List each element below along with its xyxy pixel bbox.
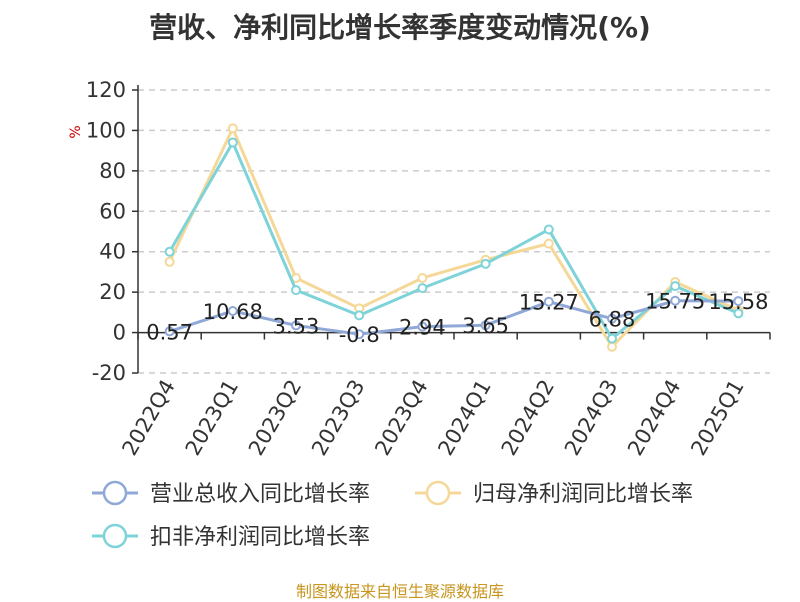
data-point bbox=[607, 341, 617, 352]
x-tick-label: 2024Q4 bbox=[623, 376, 685, 460]
data-point bbox=[291, 320, 301, 331]
data-label: 6.88 bbox=[589, 308, 636, 332]
y-tick-label: 80 bbox=[99, 159, 126, 183]
series-line bbox=[169, 299, 739, 336]
legend-swatch-marker bbox=[102, 480, 128, 506]
data-point bbox=[291, 285, 301, 296]
data-label: 3.53 bbox=[273, 314, 320, 338]
x-tick-label: 2024Q1 bbox=[433, 375, 495, 459]
data-point bbox=[227, 305, 238, 316]
data-point bbox=[164, 326, 175, 337]
y-tick-label: 0 bbox=[113, 321, 126, 345]
data-point bbox=[417, 321, 428, 332]
data-point bbox=[354, 310, 365, 321]
y-tick-label: 40 bbox=[99, 240, 126, 264]
x-tick-label: 2022Q4 bbox=[117, 376, 179, 460]
data-point bbox=[164, 256, 175, 267]
data-point bbox=[543, 238, 554, 249]
chart-title: 营收、净利同比增长率季度变动情况(%) bbox=[149, 11, 651, 44]
data-point bbox=[733, 308, 744, 319]
legend-swatch-marker bbox=[102, 523, 128, 549]
source-note: 制图数据来自恒生聚源数据库 bbox=[295, 582, 504, 601]
legend-swatch-marker bbox=[425, 480, 451, 506]
data-point bbox=[480, 258, 491, 269]
x-tick-label: 2024Q3 bbox=[560, 376, 622, 460]
y-tick-label: 120 bbox=[86, 78, 126, 102]
data-label: -0.8 bbox=[339, 323, 380, 347]
data-point bbox=[227, 123, 238, 134]
legend-label: 营业总收入同比增长率 bbox=[150, 482, 370, 507]
series-line bbox=[168, 126, 740, 349]
data-point bbox=[670, 295, 681, 306]
data-point bbox=[480, 320, 491, 331]
data-label: 15.75 bbox=[645, 290, 705, 314]
data-point bbox=[227, 137, 238, 148]
y-tick-label: -20 bbox=[92, 361, 126, 385]
data-point bbox=[543, 224, 554, 235]
x-tick-label: 2023Q3 bbox=[307, 376, 369, 460]
data-point bbox=[417, 272, 428, 283]
data-point bbox=[607, 333, 617, 344]
data-point bbox=[543, 296, 554, 307]
data-point bbox=[733, 296, 744, 307]
legend-label: 扣非净利润同比增长率 bbox=[150, 525, 370, 550]
data-point bbox=[354, 329, 365, 340]
y-axis-unit: % bbox=[68, 125, 84, 138]
series-line bbox=[168, 141, 739, 341]
data-label: 15.27 bbox=[519, 291, 579, 315]
y-tick-label: 20 bbox=[99, 280, 126, 304]
data-label: 3.65 bbox=[462, 314, 509, 338]
data-point bbox=[417, 283, 428, 294]
data-point bbox=[607, 313, 617, 324]
y-tick-label: 60 bbox=[99, 199, 126, 223]
x-tick-label: 2025Q1 bbox=[686, 376, 748, 460]
x-tick-label: 2023Q2 bbox=[244, 376, 306, 460]
data-label: 2.94 bbox=[399, 316, 446, 340]
data-label: 10.68 bbox=[203, 300, 263, 324]
data-label: 15.58 bbox=[708, 290, 768, 314]
data-point bbox=[670, 281, 681, 292]
y-tick-label: 100 bbox=[86, 118, 126, 142]
x-tick-label: 2023Q1 bbox=[181, 376, 243, 460]
x-tick-label: 2023Q4 bbox=[370, 376, 432, 460]
data-point bbox=[164, 246, 175, 257]
x-tick-label: 2024Q2 bbox=[497, 376, 559, 460]
data-label: 0.57 bbox=[146, 320, 193, 344]
legend-label: 归母净利润同比增长率 bbox=[473, 482, 693, 507]
